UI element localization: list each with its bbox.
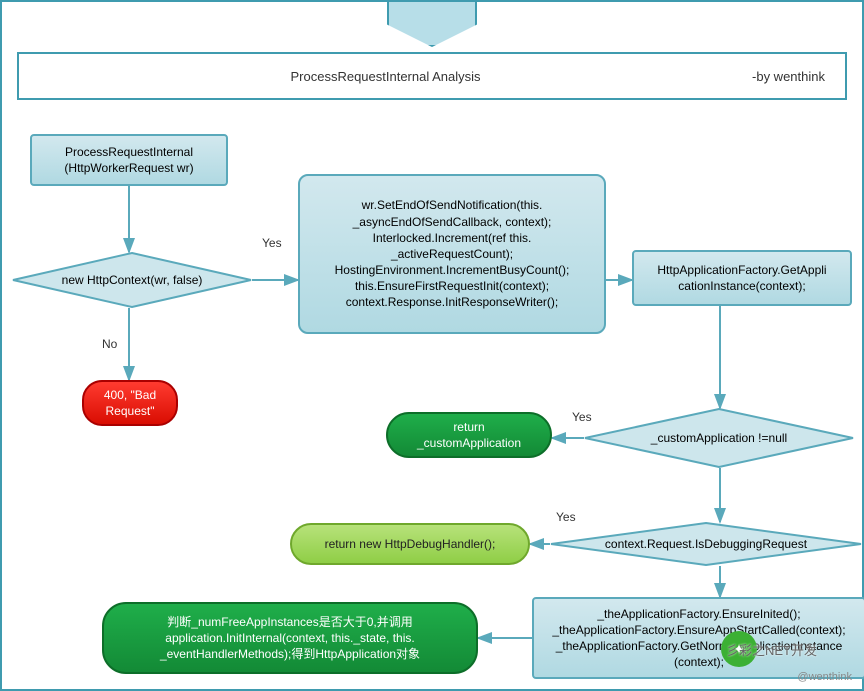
author-label: -by wenthink <box>752 69 845 84</box>
node-bad-request: 400, "Bad Request" <box>82 380 178 426</box>
node-app-factory-block: _theApplicationFactory.EnsureInited(); _… <box>532 597 864 679</box>
node-start: ProcessRequestInternal (HttpWorkerReques… <box>30 134 228 186</box>
page-title: ProcessRequestInternal Analysis <box>19 69 752 84</box>
label-yes-2: Yes <box>572 410 592 424</box>
node-custom-application-check: _customApplication !=null <box>584 408 854 468</box>
watermark-label: 彡彩之NET开发 <box>726 640 817 659</box>
node-new-httpcontext: new HttpContext(wr, false) <box>12 252 252 308</box>
node-return-debug-handler: return new HttpDebugHandler(); <box>290 523 530 565</box>
header-chevron <box>387 2 477 47</box>
label-yes-1: Yes <box>262 236 282 250</box>
node-return-custom: return _customApplication <box>386 412 552 458</box>
node-callout-block: wr.SetEndOfSendNotification(this. _async… <box>298 174 606 334</box>
flowchart-canvas: ProcessRequestInternal (HttpWorkerReques… <box>2 112 862 689</box>
node-final-init: 判断_numFreeAppInstances是否大于0,并调用 applicat… <box>102 602 478 674</box>
label-no-1: No <box>102 337 117 351</box>
label-yes-3: Yes <box>556 510 576 524</box>
watermark-handle: @wenthink <box>797 671 852 683</box>
node-get-app-instance: HttpApplicationFactory.GetAppli cationIn… <box>632 250 852 306</box>
title-bar: ProcessRequestInternal Analysis -by went… <box>17 52 847 100</box>
node-is-debugging-check: context.Request.IsDebuggingRequest <box>550 522 862 566</box>
